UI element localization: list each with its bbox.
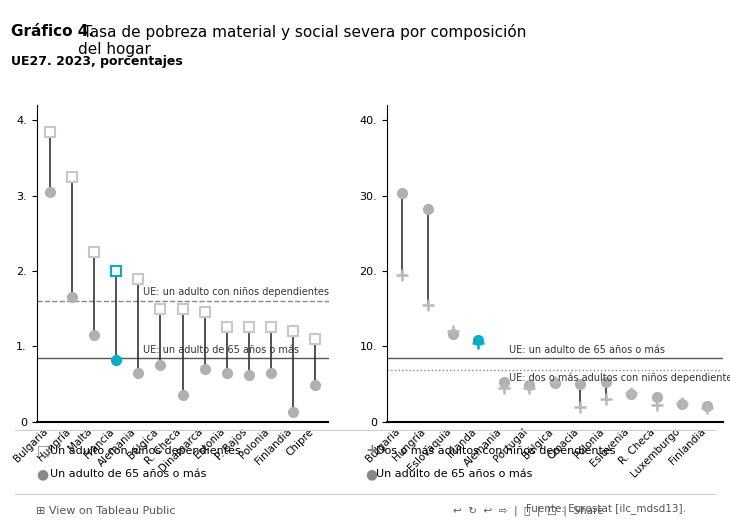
Text: Un adulto de 65 años o más: Un adulto de 65 años o más	[376, 470, 532, 479]
Text: UE: un adulto de 65 años o más: UE: un adulto de 65 años o más	[142, 345, 299, 355]
Text: ●: ●	[36, 467, 49, 481]
Text: ↩  ↻  ↩  ⇨  |  🔽  |  □  |  Share: ↩ ↻ ↩ ⇨ | 🔽 | □ | Share	[453, 506, 603, 516]
Text: ⊞ View on Tableau Public: ⊞ View on Tableau Public	[36, 506, 176, 516]
Text: Un adulto de 65 años o más: Un adulto de 65 años o más	[50, 470, 206, 479]
Text: UE27. 2023, porcentajes: UE27. 2023, porcentajes	[11, 55, 182, 69]
Text: ●: ●	[365, 467, 377, 481]
Text: Un adulto con niños dependientes: Un adulto con niños dependientes	[50, 446, 240, 455]
Text: Gráfico 4.: Gráfico 4.	[11, 24, 94, 38]
Text: □: □	[36, 444, 50, 457]
Text: UE: un adulto con niños dependientes: UE: un adulto con niños dependientes	[142, 287, 328, 297]
Text: UE: dos o más adultos con niños dependientes: UE: dos o más adultos con niños dependie…	[509, 373, 730, 383]
Text: Tasa de pobreza material y social severa por composición
del hogar: Tasa de pobreza material y social severa…	[78, 24, 526, 57]
Text: +: +	[365, 443, 377, 458]
Text: Dos o más adultos con niños dependientes: Dos o más adultos con niños dependientes	[376, 445, 615, 456]
Text: UE: un adulto de 65 años o más: UE: un adulto de 65 años o más	[509, 345, 665, 355]
Text: Fuente: Eurostat [ilc_mdsd13].: Fuente: Eurostat [ilc_mdsd13].	[526, 503, 685, 514]
